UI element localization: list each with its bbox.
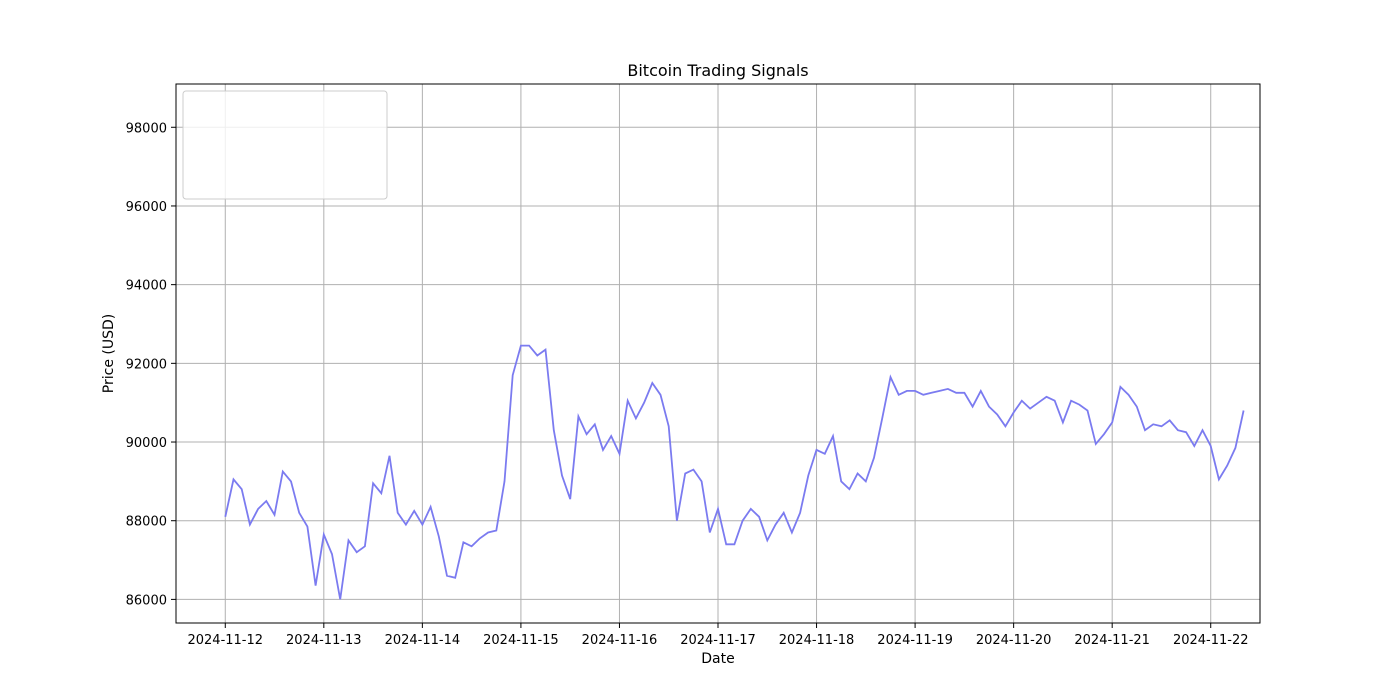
x-tick-label: 2024-11-14	[385, 633, 461, 648]
x-axis-ticks: 2024-11-12 2024-11-13 2024-11-14 2024-11-15…	[187, 623, 1249, 648]
bitcoin-price-line	[224, 344, 1245, 600]
x-tick-label: 2024-11-20	[976, 633, 1052, 648]
y-tick-label: 86000	[126, 593, 167, 608]
y-axis-label: Price (USD)	[101, 314, 117, 393]
legend	[182, 90, 388, 200]
chart-title: Bitcoin Trading Signals	[627, 61, 808, 80]
x-axis-label: Date	[701, 651, 734, 667]
x-tick-label: 2024-11-17	[680, 633, 756, 648]
grid-layer	[176, 84, 1260, 623]
x-tick-label: 2024-11-15	[483, 633, 559, 648]
x-tick-label: 2024-11-12	[187, 633, 263, 648]
x-tick-label: 2024-11-16	[582, 633, 658, 648]
x-tick-label: 2024-11-22	[1173, 633, 1249, 648]
x-tick-label: 2024-11-21	[1074, 633, 1150, 648]
x-tick-label: 2024-11-13	[286, 633, 362, 648]
y-tick-label: 96000	[126, 200, 167, 215]
y-tick-label: 94000	[126, 279, 167, 294]
y-tick-label: 92000	[126, 357, 167, 372]
legend-box	[182, 90, 388, 200]
y-axis-ticks: 86000 88000 90000 92000 94000 96000 98000	[126, 121, 176, 608]
y-tick-label: 98000	[126, 121, 167, 136]
y-tick-label: 90000	[126, 436, 167, 451]
x-tick-label: 2024-11-18	[779, 633, 855, 648]
x-tick-label: 2024-11-19	[877, 633, 953, 648]
series-layer	[224, 344, 1245, 600]
y-tick-label: 88000	[126, 515, 167, 530]
